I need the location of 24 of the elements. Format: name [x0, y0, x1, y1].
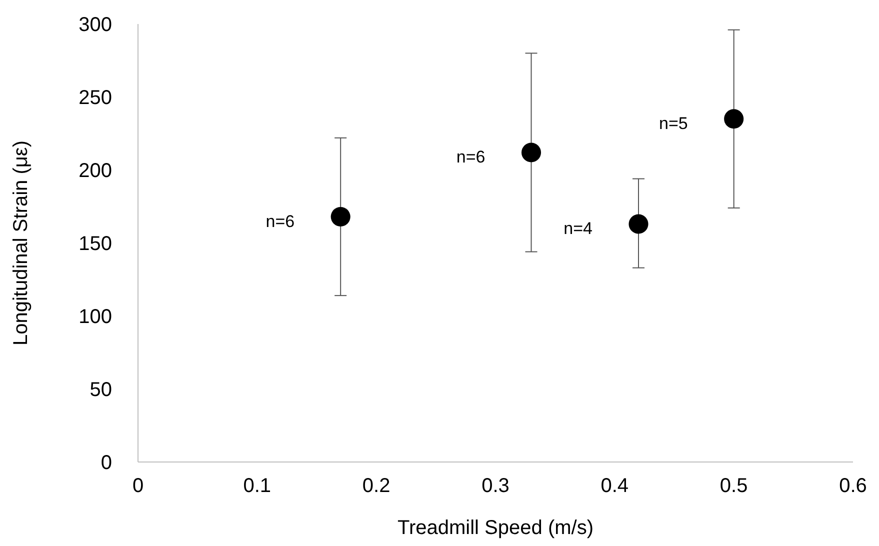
x-tick-label: 0.3: [482, 475, 510, 497]
point: [330, 206, 350, 226]
x-tick-label: 0.5: [720, 475, 748, 497]
x-tick-label: 0.6: [839, 475, 867, 497]
point: [521, 142, 542, 162]
annotation: n=6: [266, 212, 295, 231]
y-tick-label: 300: [78, 14, 112, 36]
annotation: n=6: [456, 148, 486, 167]
y-axis-title: Longitudinal Strain (με): [10, 140, 32, 346]
annotation: n=4: [564, 219, 592, 238]
y-tick-label: 0: [100, 452, 112, 474]
x-tick-label: 0.4: [600, 475, 629, 497]
y-tick-label: 50: [90, 379, 112, 401]
point: [628, 214, 648, 234]
y-tick-label: 100: [78, 306, 112, 328]
annotation: n=5: [658, 114, 688, 134]
y-tick-label: 150: [78, 233, 112, 255]
y-tick-label: 250: [78, 87, 112, 109]
y-tick-label: 200: [78, 160, 112, 182]
x-tick-label: 0: [132, 475, 144, 497]
x-tick-label: 0.1: [243, 475, 272, 497]
point: [724, 109, 744, 129]
x-tick-label: 0.2: [362, 475, 390, 497]
x-axis-title: Treadmill Speed (m/s): [398, 517, 594, 539]
